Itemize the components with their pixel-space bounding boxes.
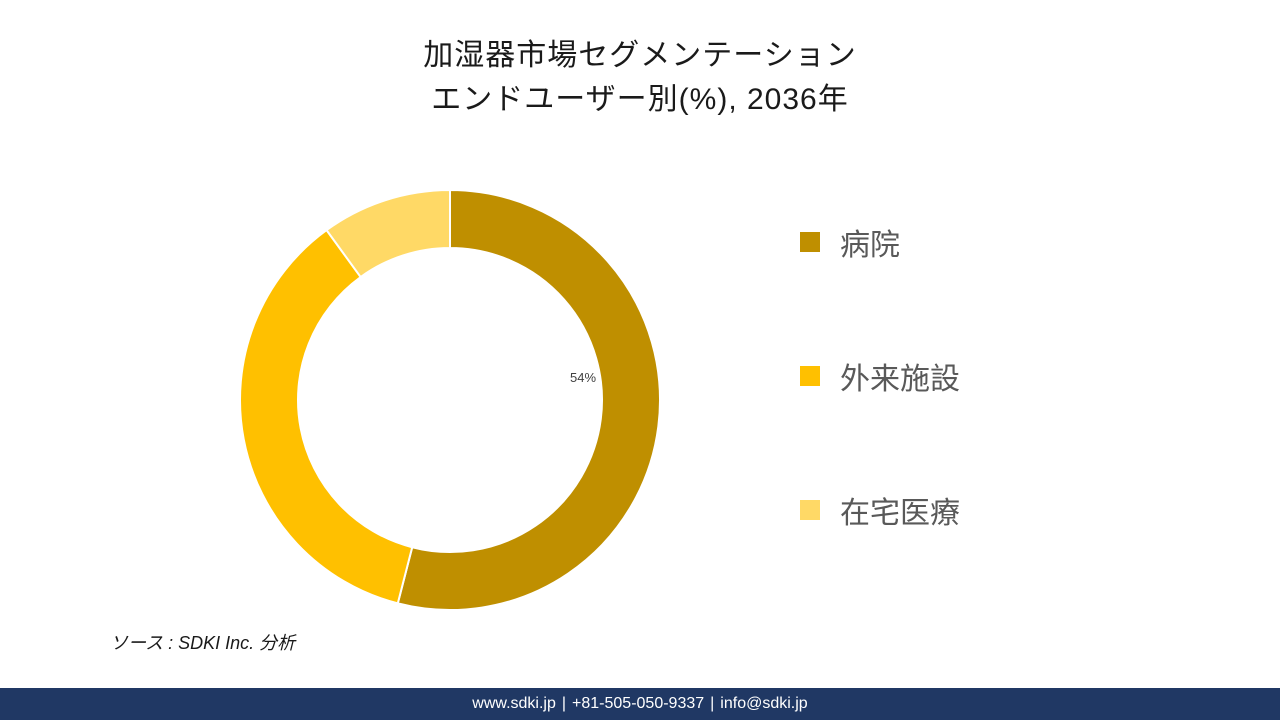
legend-label-1: 外来施設	[840, 354, 960, 398]
title-line-1: 加湿器市場セグメンテーション	[0, 30, 1280, 74]
footer-url: www.sdki.jp	[472, 695, 556, 713]
footer-divider-1: |	[562, 695, 566, 713]
legend-marker-1	[800, 366, 820, 386]
legend-item-1: 外来施設	[800, 354, 960, 398]
legend-item-0: 病院	[800, 220, 960, 264]
donut-segment	[240, 230, 412, 603]
legend-marker-0	[800, 232, 820, 252]
footer-phone: +81-505-050-9337	[572, 695, 704, 713]
legend-marker-2	[800, 500, 820, 520]
donut-segment	[398, 190, 660, 610]
legend-label-0: 病院	[840, 220, 900, 264]
footer-email: info@sdki.jp	[720, 695, 807, 713]
donut-chart	[200, 150, 700, 650]
title-line-2: エンドユーザー別(%), 2036年	[0, 74, 1280, 118]
legend-item-2: 在宅医療	[800, 488, 960, 532]
footer-bar: www.sdki.jp | +81-505-050-9337 | info@sd…	[0, 688, 1280, 720]
source-text: ソース : SDKI Inc. 分析	[110, 629, 295, 655]
footer-divider-2: |	[710, 695, 714, 713]
legend-label-2: 在宅医療	[840, 488, 960, 532]
legend: 病院 外来施設 在宅医療	[800, 220, 960, 622]
data-label-primary: 54%	[570, 370, 596, 385]
chart-title: 加湿器市場セグメンテーション エンドユーザー別(%), 2036年	[0, 0, 1280, 118]
